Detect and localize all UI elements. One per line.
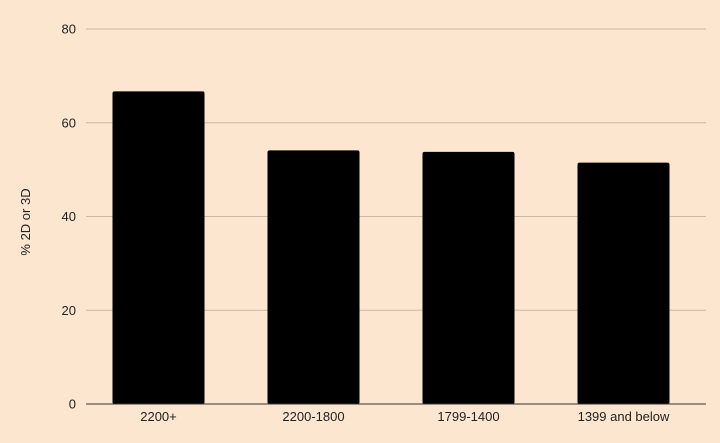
x-tick-label: 1799-1400 — [437, 409, 499, 424]
y-tick-labels: 0 20 40 60 80 — [62, 22, 76, 412]
y-axis-title: % 2D or 3D — [18, 188, 33, 255]
x-tick-label: 2200+ — [140, 409, 177, 424]
x-tick-label: 2200-1800 — [282, 409, 344, 424]
y-tick-label: 0 — [69, 397, 76, 412]
bars — [112, 91, 670, 404]
x-tick-label: 1399 and below — [578, 409, 670, 424]
y-tick-label: 20 — [62, 303, 76, 318]
bar-1799-1400 — [422, 151, 515, 404]
bar-2200- — [112, 91, 205, 404]
x-tick-labels: 2200+ 2200-1800 1799-1400 1399 and below — [140, 409, 670, 424]
y-tick-label: 80 — [62, 22, 76, 37]
y-tick-label: 60 — [62, 115, 76, 130]
bar-2200-1800 — [267, 150, 360, 404]
y-tick-label: 40 — [62, 209, 76, 224]
bar-1399-and-below — [577, 162, 670, 404]
